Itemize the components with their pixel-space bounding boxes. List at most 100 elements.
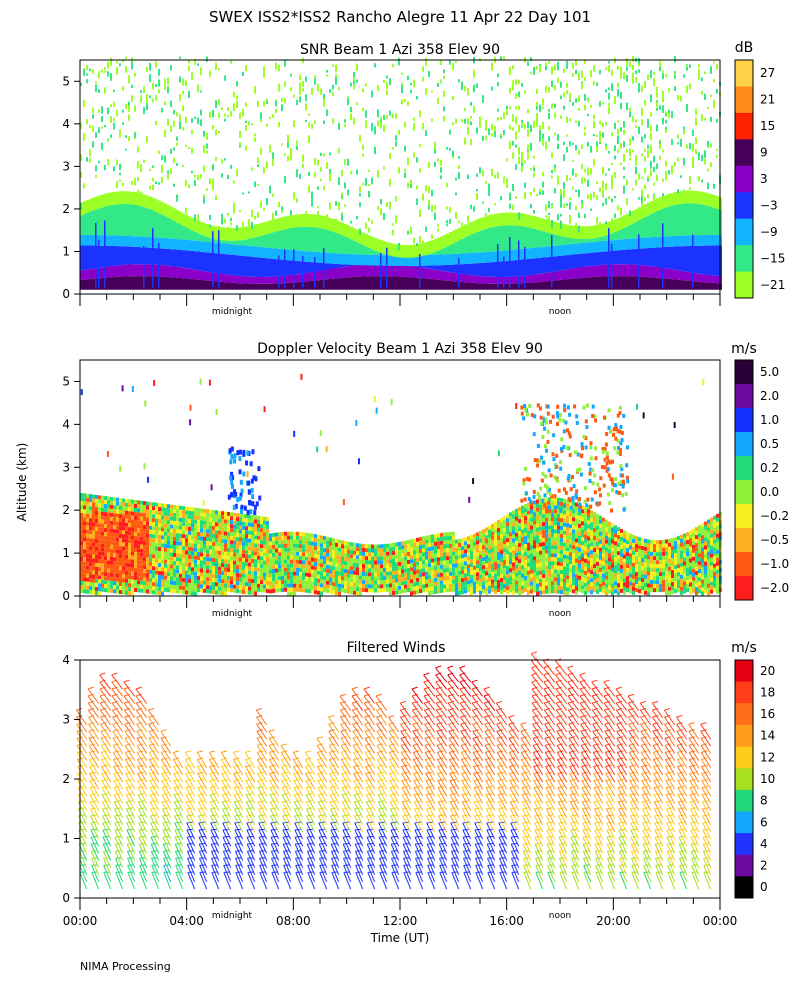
doppler-cell [80, 589, 83, 594]
doppler-cell [155, 586, 158, 591]
snr-cell [665, 278, 668, 290]
doppler-cell [179, 517, 182, 522]
snr-cell [452, 156, 454, 159]
snr-cell [410, 226, 412, 235]
doppler-cell [110, 576, 113, 581]
doppler-cell [260, 560, 263, 565]
doppler-cell [422, 540, 425, 545]
snr-cell [122, 182, 124, 187]
snr-cell [509, 203, 511, 209]
snr-cell [440, 159, 442, 166]
doppler-cell [425, 571, 428, 576]
snr-cell [347, 277, 350, 290]
doppler-cell [143, 565, 146, 570]
doppler-cell [326, 548, 329, 553]
doppler-cell [392, 542, 395, 547]
doppler-cell [122, 510, 125, 515]
snr-cell [290, 228, 293, 250]
snr-cell [596, 241, 599, 253]
doppler-cell [431, 578, 434, 583]
snr-cell [401, 82, 403, 87]
snr-cell [230, 60, 232, 64]
snr-cell [569, 141, 571, 147]
doppler-cell [164, 507, 167, 512]
doppler-cell [101, 511, 104, 516]
doppler-cell [89, 554, 92, 559]
snr-cell [620, 162, 622, 166]
doppler-cell [233, 512, 236, 517]
snr-cell [665, 207, 668, 237]
snr-cell [89, 211, 92, 235]
doppler-cell [308, 577, 311, 582]
doppler-cell [149, 533, 152, 538]
doppler-cell [455, 547, 458, 552]
doppler-cell [113, 541, 116, 546]
snr-cell [563, 269, 566, 280]
doppler-cell [146, 533, 149, 538]
doppler-cell [119, 522, 122, 527]
colorbar-label: −9 [760, 225, 778, 239]
doppler-cell [437, 589, 440, 594]
snr-cell [122, 203, 125, 236]
doppler-cell [257, 583, 260, 588]
doppler-cell [443, 552, 446, 557]
snr-cell [134, 72, 136, 77]
doppler-cell [89, 582, 92, 587]
doppler-cell [242, 513, 245, 518]
snr-cell [458, 220, 460, 224]
snr-cell [494, 203, 496, 206]
snr-cell [248, 283, 251, 290]
snr-cell [314, 214, 317, 228]
snr-cell [152, 177, 154, 182]
snr-cell [164, 129, 166, 138]
doppler-cell [239, 569, 242, 574]
doppler-cell [143, 505, 146, 510]
doppler-cell [164, 559, 167, 564]
snr-cell [263, 257, 266, 277]
doppler-cell [149, 541, 152, 546]
snr-cell [122, 276, 125, 290]
snr-cell [140, 264, 143, 277]
doppler-cell [434, 549, 437, 554]
snr-cell [515, 283, 518, 290]
doppler-cell [413, 554, 416, 559]
doppler-cell [182, 506, 185, 511]
snr-cell [122, 235, 125, 247]
doppler-cell [365, 576, 368, 581]
snr-cell [617, 230, 620, 240]
snr-cell [308, 171, 310, 176]
snr-cell [203, 165, 205, 172]
snr-cell [155, 276, 158, 290]
doppler-cell [254, 519, 257, 524]
doppler-cell [83, 541, 86, 546]
snr-cell [335, 263, 338, 269]
doppler-cell [404, 560, 407, 565]
snr-cell [206, 143, 208, 149]
snr-cell [629, 276, 632, 290]
doppler-cell [152, 574, 155, 579]
doppler-cell [404, 580, 407, 585]
snr-cell [572, 102, 574, 106]
snr-cell [539, 217, 542, 231]
doppler-cell [188, 558, 191, 563]
snr-cell [491, 251, 494, 263]
snr-cell [236, 227, 239, 241]
doppler-cell [272, 548, 275, 553]
doppler-cell [287, 543, 290, 548]
snr-cell [632, 55, 634, 62]
doppler-cell [128, 547, 131, 552]
snr-cell [266, 98, 268, 102]
doppler-cell [392, 558, 395, 563]
snr-cell [635, 208, 638, 222]
snr-cell [197, 240, 200, 252]
snr-cell [557, 134, 559, 141]
snr-cell [107, 107, 109, 115]
snr-cell [245, 276, 248, 284]
snr-cell [203, 130, 205, 137]
doppler-cell [377, 572, 380, 577]
snr-cell [635, 221, 638, 239]
snr-cell [410, 265, 413, 267]
snr-cell [101, 142, 103, 151]
doppler-cell [116, 553, 119, 558]
snr-cell [197, 84, 199, 93]
